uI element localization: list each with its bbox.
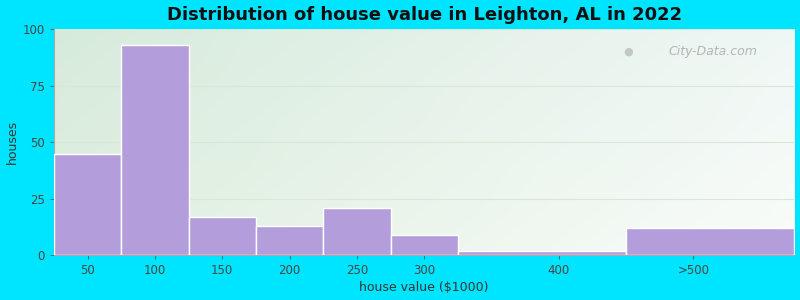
Bar (54, 154, 122, 255)
Bar (390, 235, 458, 255)
Bar (626, 228, 794, 255)
Title: Distribution of house value in Leighton, AL in 2022: Distribution of house value in Leighton,… (166, 6, 682, 24)
Bar (256, 226, 323, 255)
Bar (122, 45, 189, 255)
X-axis label: house value ($1000): house value ($1000) (359, 281, 489, 294)
Text: ●: ● (623, 47, 633, 57)
Text: City-Data.com: City-Data.com (669, 45, 758, 58)
Y-axis label: houses: houses (6, 120, 18, 164)
Bar (458, 251, 626, 255)
Bar (189, 217, 256, 255)
Bar (323, 208, 390, 255)
